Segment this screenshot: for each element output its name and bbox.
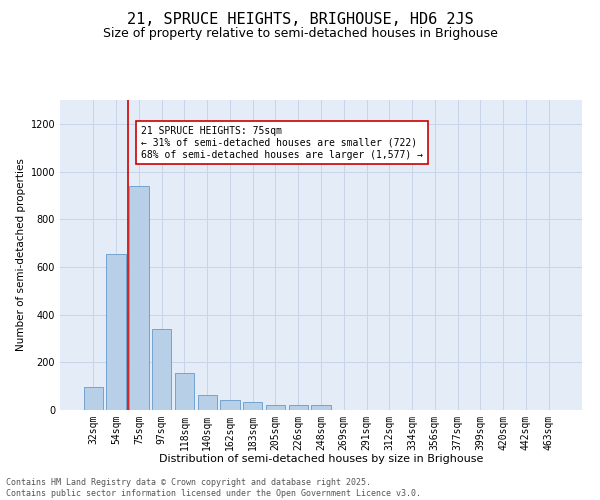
Bar <box>311 405 331 410</box>
Text: 21 SPRUCE HEIGHTS: 75sqm
← 31% of semi-detached houses are smaller (722)
68% of : 21 SPRUCE HEIGHTS: 75sqm ← 31% of semi-d… <box>141 126 423 160</box>
Y-axis label: Number of semi-detached properties: Number of semi-detached properties <box>16 158 26 352</box>
Bar <box>243 402 262 410</box>
Bar <box>106 254 126 410</box>
Bar <box>175 373 194 410</box>
Bar <box>289 405 308 410</box>
Bar <box>220 400 239 410</box>
Bar <box>84 388 103 410</box>
Bar <box>129 186 149 410</box>
Text: Size of property relative to semi-detached houses in Brighouse: Size of property relative to semi-detach… <box>103 28 497 40</box>
Text: Contains HM Land Registry data © Crown copyright and database right 2025.
Contai: Contains HM Land Registry data © Crown c… <box>6 478 421 498</box>
Bar <box>197 394 217 410</box>
X-axis label: Distribution of semi-detached houses by size in Brighouse: Distribution of semi-detached houses by … <box>159 454 483 464</box>
Bar <box>152 329 172 410</box>
Bar <box>266 405 285 410</box>
Text: 21, SPRUCE HEIGHTS, BRIGHOUSE, HD6 2JS: 21, SPRUCE HEIGHTS, BRIGHOUSE, HD6 2JS <box>127 12 473 28</box>
